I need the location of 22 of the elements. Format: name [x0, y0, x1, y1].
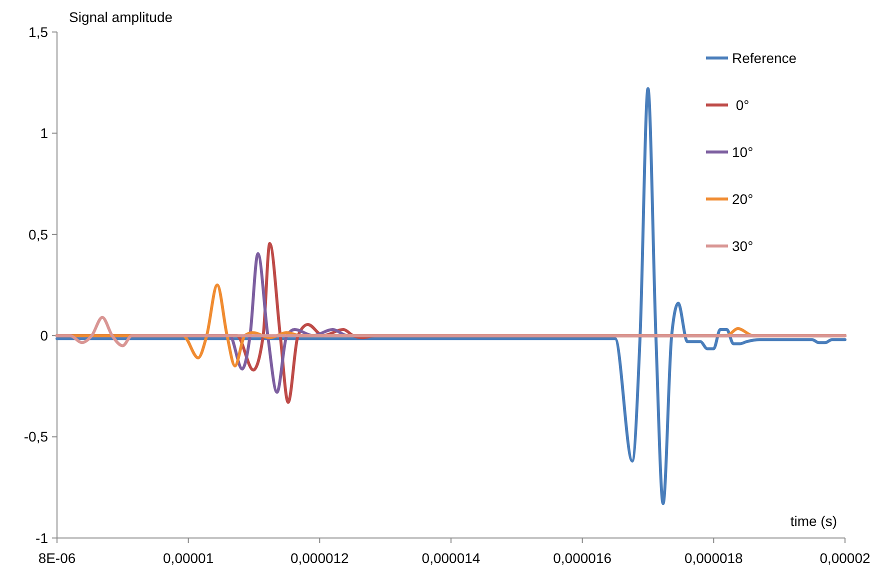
legend-label: 20°	[732, 190, 754, 207]
y-axis-title: Signal amplitude	[69, 9, 173, 25]
legend-label: Reference	[732, 50, 797, 66]
y-tick-label: 1	[40, 125, 48, 142]
x-tick-label: 0,000014	[422, 550, 480, 566]
x-tick-label: 0,000012	[290, 550, 350, 566]
y-tick-label: 1,5	[28, 24, 48, 40]
x-tick-label: 0,000016	[553, 550, 612, 566]
legend-label: 10°	[732, 144, 754, 160]
line-series	[56, 316, 846, 348]
x-axis-title: time (s)	[790, 513, 837, 529]
line-series	[56, 87, 846, 506]
y-tick-label: -1	[36, 530, 48, 546]
y-tick-label: 0	[40, 328, 48, 344]
y-tick-label: -0,5	[24, 428, 48, 445]
x-tick-label: 0,00002	[820, 550, 871, 566]
x-tick-label: 0,00001	[163, 550, 214, 566]
legend-label: 0°	[732, 96, 750, 113]
y-tick-label: 0,5	[28, 226, 48, 242]
x-tick-label: 8E-06	[38, 550, 76, 566]
legend-label: 30°	[732, 238, 754, 254]
x-tick-label: 0,000018	[684, 550, 744, 566]
